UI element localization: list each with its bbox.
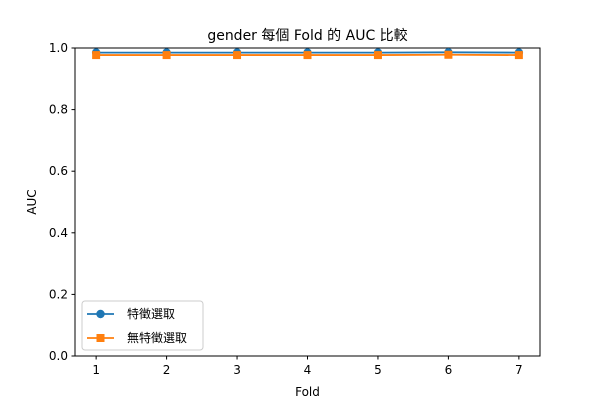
data-point <box>92 51 101 60</box>
y-tick-label: 0.2 <box>49 287 68 301</box>
x-tick-label: 3 <box>233 363 241 377</box>
legend-item: 無特徵選取 <box>87 330 187 345</box>
x-tick-label: 2 <box>163 363 171 377</box>
y-tick-label: 0.8 <box>49 103 68 117</box>
y-tick-label: 0.0 <box>49 349 68 363</box>
data-point <box>514 51 523 60</box>
y-tick-label: 0.6 <box>49 164 68 178</box>
data-point <box>303 51 312 60</box>
legend-item: 特徵選取 <box>87 306 175 321</box>
series-2 <box>92 50 523 60</box>
series-layer <box>91 48 524 60</box>
legend-label: 特徵選取 <box>127 306 175 321</box>
data-point <box>373 51 382 60</box>
y-axis: 0.0 0.2 0.4 0.6 0.8 1.0 <box>49 41 75 363</box>
x-tick-label: 6 <box>445 363 453 377</box>
x-tick-label: 4 <box>304 363 312 377</box>
legend-label: 無特徵選取 <box>127 330 187 345</box>
x-tick-label: 7 <box>515 363 523 377</box>
y-tick-label: 1.0 <box>49 41 68 55</box>
x-tick-label: 5 <box>374 363 382 377</box>
x-axis-title: Fold <box>295 385 320 399</box>
y-tick-label: 0.4 <box>49 226 68 240</box>
x-axis: 1 2 3 4 5 6 7 <box>92 356 523 377</box>
legend-marker <box>96 309 105 319</box>
legend-marker <box>96 334 105 342</box>
x-tick-label: 1 <box>92 363 100 377</box>
data-point <box>233 51 242 60</box>
chart-title: gender 每個 Fold 的 AUC 比較 <box>207 28 407 44</box>
data-point <box>162 51 171 60</box>
y-axis-title: AUC <box>25 189 39 214</box>
data-point <box>444 50 453 59</box>
